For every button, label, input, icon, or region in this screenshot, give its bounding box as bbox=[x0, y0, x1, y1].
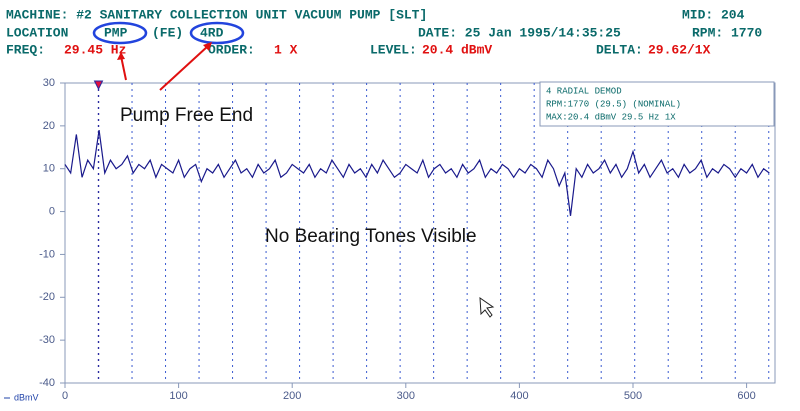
freq-label: FREQ: bbox=[6, 42, 45, 57]
highlight-ellipse bbox=[92, 21, 148, 45]
y-axis-label: dBmV bbox=[14, 392, 39, 402]
arrow bbox=[159, 45, 209, 91]
arrowhead bbox=[203, 42, 212, 51]
x-tick-label: 500 bbox=[624, 390, 642, 402]
x-tick-label: 0 bbox=[62, 390, 68, 402]
series-line bbox=[64, 130, 770, 216]
mid: MID: 204 bbox=[682, 7, 745, 22]
legend-rpm: RPM:1770 (29.5) (NOMINAL) bbox=[546, 99, 681, 109]
order-value: 1 X bbox=[274, 42, 298, 57]
location-label: LOCATION bbox=[6, 25, 68, 40]
legend-title: 4 RADIAL DEMOD bbox=[546, 86, 622, 96]
mouse-cursor bbox=[479, 297, 495, 318]
arrowhead bbox=[117, 52, 125, 60]
y-tick-label: 30 bbox=[43, 77, 55, 89]
x-tick-label: 100 bbox=[169, 390, 187, 402]
date: DATE: 25 Jan 1995/14:35:25 bbox=[418, 25, 621, 40]
x-tick-label: 600 bbox=[737, 390, 755, 402]
x-tick-label: 400 bbox=[510, 390, 528, 402]
machine: MACHINE: #2 SANITARY COLLECTION UNIT VAC… bbox=[6, 7, 427, 22]
y-tick-label: 20 bbox=[43, 120, 55, 132]
delta-value: 29.62/1X bbox=[648, 42, 711, 57]
y-tick-label: -10 bbox=[39, 248, 55, 260]
x-tick-label: 300 bbox=[397, 390, 415, 402]
delta-label: DELTA: bbox=[596, 42, 643, 57]
freq-value: 29.45 Hz bbox=[64, 42, 126, 57]
order-label: ORDER: bbox=[208, 42, 255, 57]
location-dir: 4RD bbox=[200, 25, 224, 40]
y-tick-label: 10 bbox=[43, 163, 55, 175]
y-tick-label: -20 bbox=[39, 291, 55, 303]
y-tick-label: -30 bbox=[39, 334, 55, 346]
annotation: Pump Free End bbox=[120, 105, 253, 126]
plot-frame bbox=[64, 82, 776, 384]
level-value: 20.4 dBmV bbox=[422, 42, 492, 57]
y-tick-label: 0 bbox=[49, 205, 55, 217]
arrow bbox=[120, 55, 127, 81]
cursor-marker bbox=[93, 80, 104, 91]
rpm: RPM: 1770 bbox=[692, 25, 762, 40]
highlight-ellipse bbox=[189, 21, 245, 45]
level-label: LEVEL: bbox=[370, 42, 417, 57]
location-end: (FE) bbox=[152, 25, 183, 40]
annotation: No Bearing Tones Visible bbox=[265, 226, 477, 247]
y-tick-label: -40 bbox=[39, 377, 55, 389]
location-point: PMP bbox=[104, 25, 128, 40]
legend-box bbox=[539, 81, 775, 127]
x-tick-label: 200 bbox=[283, 390, 301, 402]
legend-max: MAX:20.4 dBmV 29.5 Hz 1X bbox=[546, 112, 676, 122]
